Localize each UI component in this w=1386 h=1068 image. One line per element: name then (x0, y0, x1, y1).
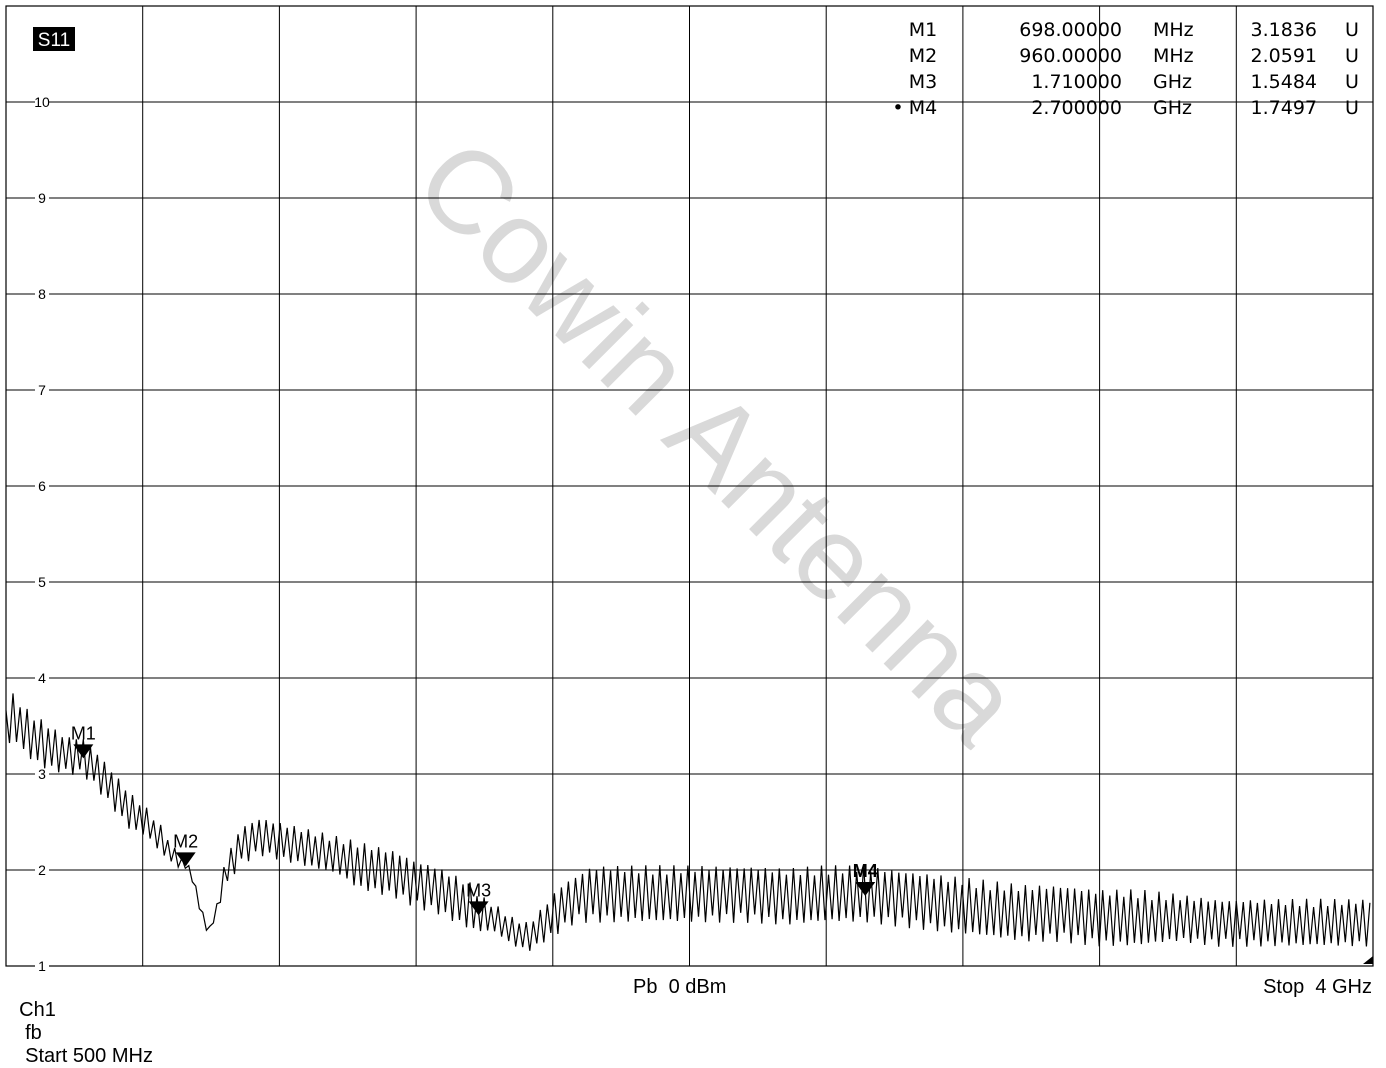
marker-table-freq: 698.00000 (1019, 19, 1122, 41)
y-tick-label-bg (35, 765, 49, 783)
marker-label-m3: M3 (466, 880, 491, 900)
y-tick-label: 5 (38, 574, 46, 590)
marker-table-unit: MHz (1153, 45, 1194, 67)
marker-table-id: M3 (909, 71, 937, 93)
y-tick-label-bg (35, 861, 49, 879)
y-tick-label: 1 (38, 958, 46, 974)
marker-label-m4: M4 (853, 861, 878, 881)
marker-table-value: 3.1836 (1251, 19, 1317, 41)
watermark: Cowin Antenna (391, 114, 1046, 769)
marker-triangle-m2 (175, 852, 196, 867)
active-marker-dot: • (892, 97, 903, 119)
footer-stop: Stop 4 GHz (1263, 976, 1372, 998)
y-tick-label: 7 (38, 382, 46, 398)
marker-table-value: 1.5484 (1251, 71, 1317, 93)
footer-left: Ch1 fb Start 500 MHz (8, 976, 153, 1068)
y-tick-label-bg (35, 93, 49, 111)
marker-table-value: 1.7497 (1251, 97, 1317, 119)
marker-triangle-m1 (73, 744, 94, 759)
marker-table-unit: MHz (1153, 19, 1194, 41)
marker-triangle-m4 (855, 882, 876, 897)
trace-label-box (33, 27, 75, 51)
footer-power: Pb 0 dBm (633, 976, 727, 998)
marker-label-m2: M2 (173, 831, 198, 851)
marker-table-freq: 960.00000 (1019, 45, 1122, 67)
y-tick-label: 10 (34, 94, 50, 110)
trace-line (5, 693, 1371, 951)
marker-table-id: M2 (909, 45, 937, 67)
y-tick-label: 6 (38, 478, 46, 494)
footer-channel: Ch1 (19, 999, 56, 1021)
y-tick-label-bg (35, 573, 49, 591)
marker-table-id: M1 (909, 19, 937, 41)
y-tick-label-bg (35, 477, 49, 495)
y-tick-label-bg (35, 189, 49, 207)
y-tick-label-bg (35, 957, 49, 975)
y-tick-label: 2 (38, 862, 46, 878)
y-tick-label: 8 (38, 286, 46, 302)
footer-format: fb (25, 1022, 42, 1044)
marker-table-id: M4 (909, 97, 937, 119)
marker-table-unit: GHz (1153, 71, 1192, 93)
trace-end-indicator (1363, 956, 1373, 964)
y-tick-label: 3 (38, 766, 46, 782)
marker-table-freq: 1.710000 (1031, 71, 1122, 93)
marker-table-unit: GHz (1153, 97, 1192, 119)
marker-table-value-unit: U (1345, 97, 1359, 119)
marker-table-value: 2.0591 (1251, 45, 1317, 67)
marker-table-value-unit: U (1345, 71, 1359, 93)
y-tick-label-bg (35, 285, 49, 303)
y-tick-label: 4 (38, 670, 46, 686)
y-tick-label: 9 (38, 190, 46, 206)
footer-start: Start 500 MHz (25, 1045, 153, 1067)
y-tick-label-bg (35, 381, 49, 399)
s11-plot: Cowin Antenna 1 2 3 4 5 6 7 8 9 10 M1 M2 M3 M4 M1 698… (5, 5, 1374, 975)
marker-label-m1: M1 (71, 723, 96, 743)
y-tick-label-bg (35, 669, 49, 687)
marker-triangle-m3 (468, 901, 489, 916)
marker-table-value-unit: U (1345, 45, 1359, 67)
trace-label: S11 (38, 30, 70, 51)
marker-table-value-unit: U (1345, 19, 1359, 41)
marker-table-freq: 2.700000 (1031, 97, 1122, 119)
